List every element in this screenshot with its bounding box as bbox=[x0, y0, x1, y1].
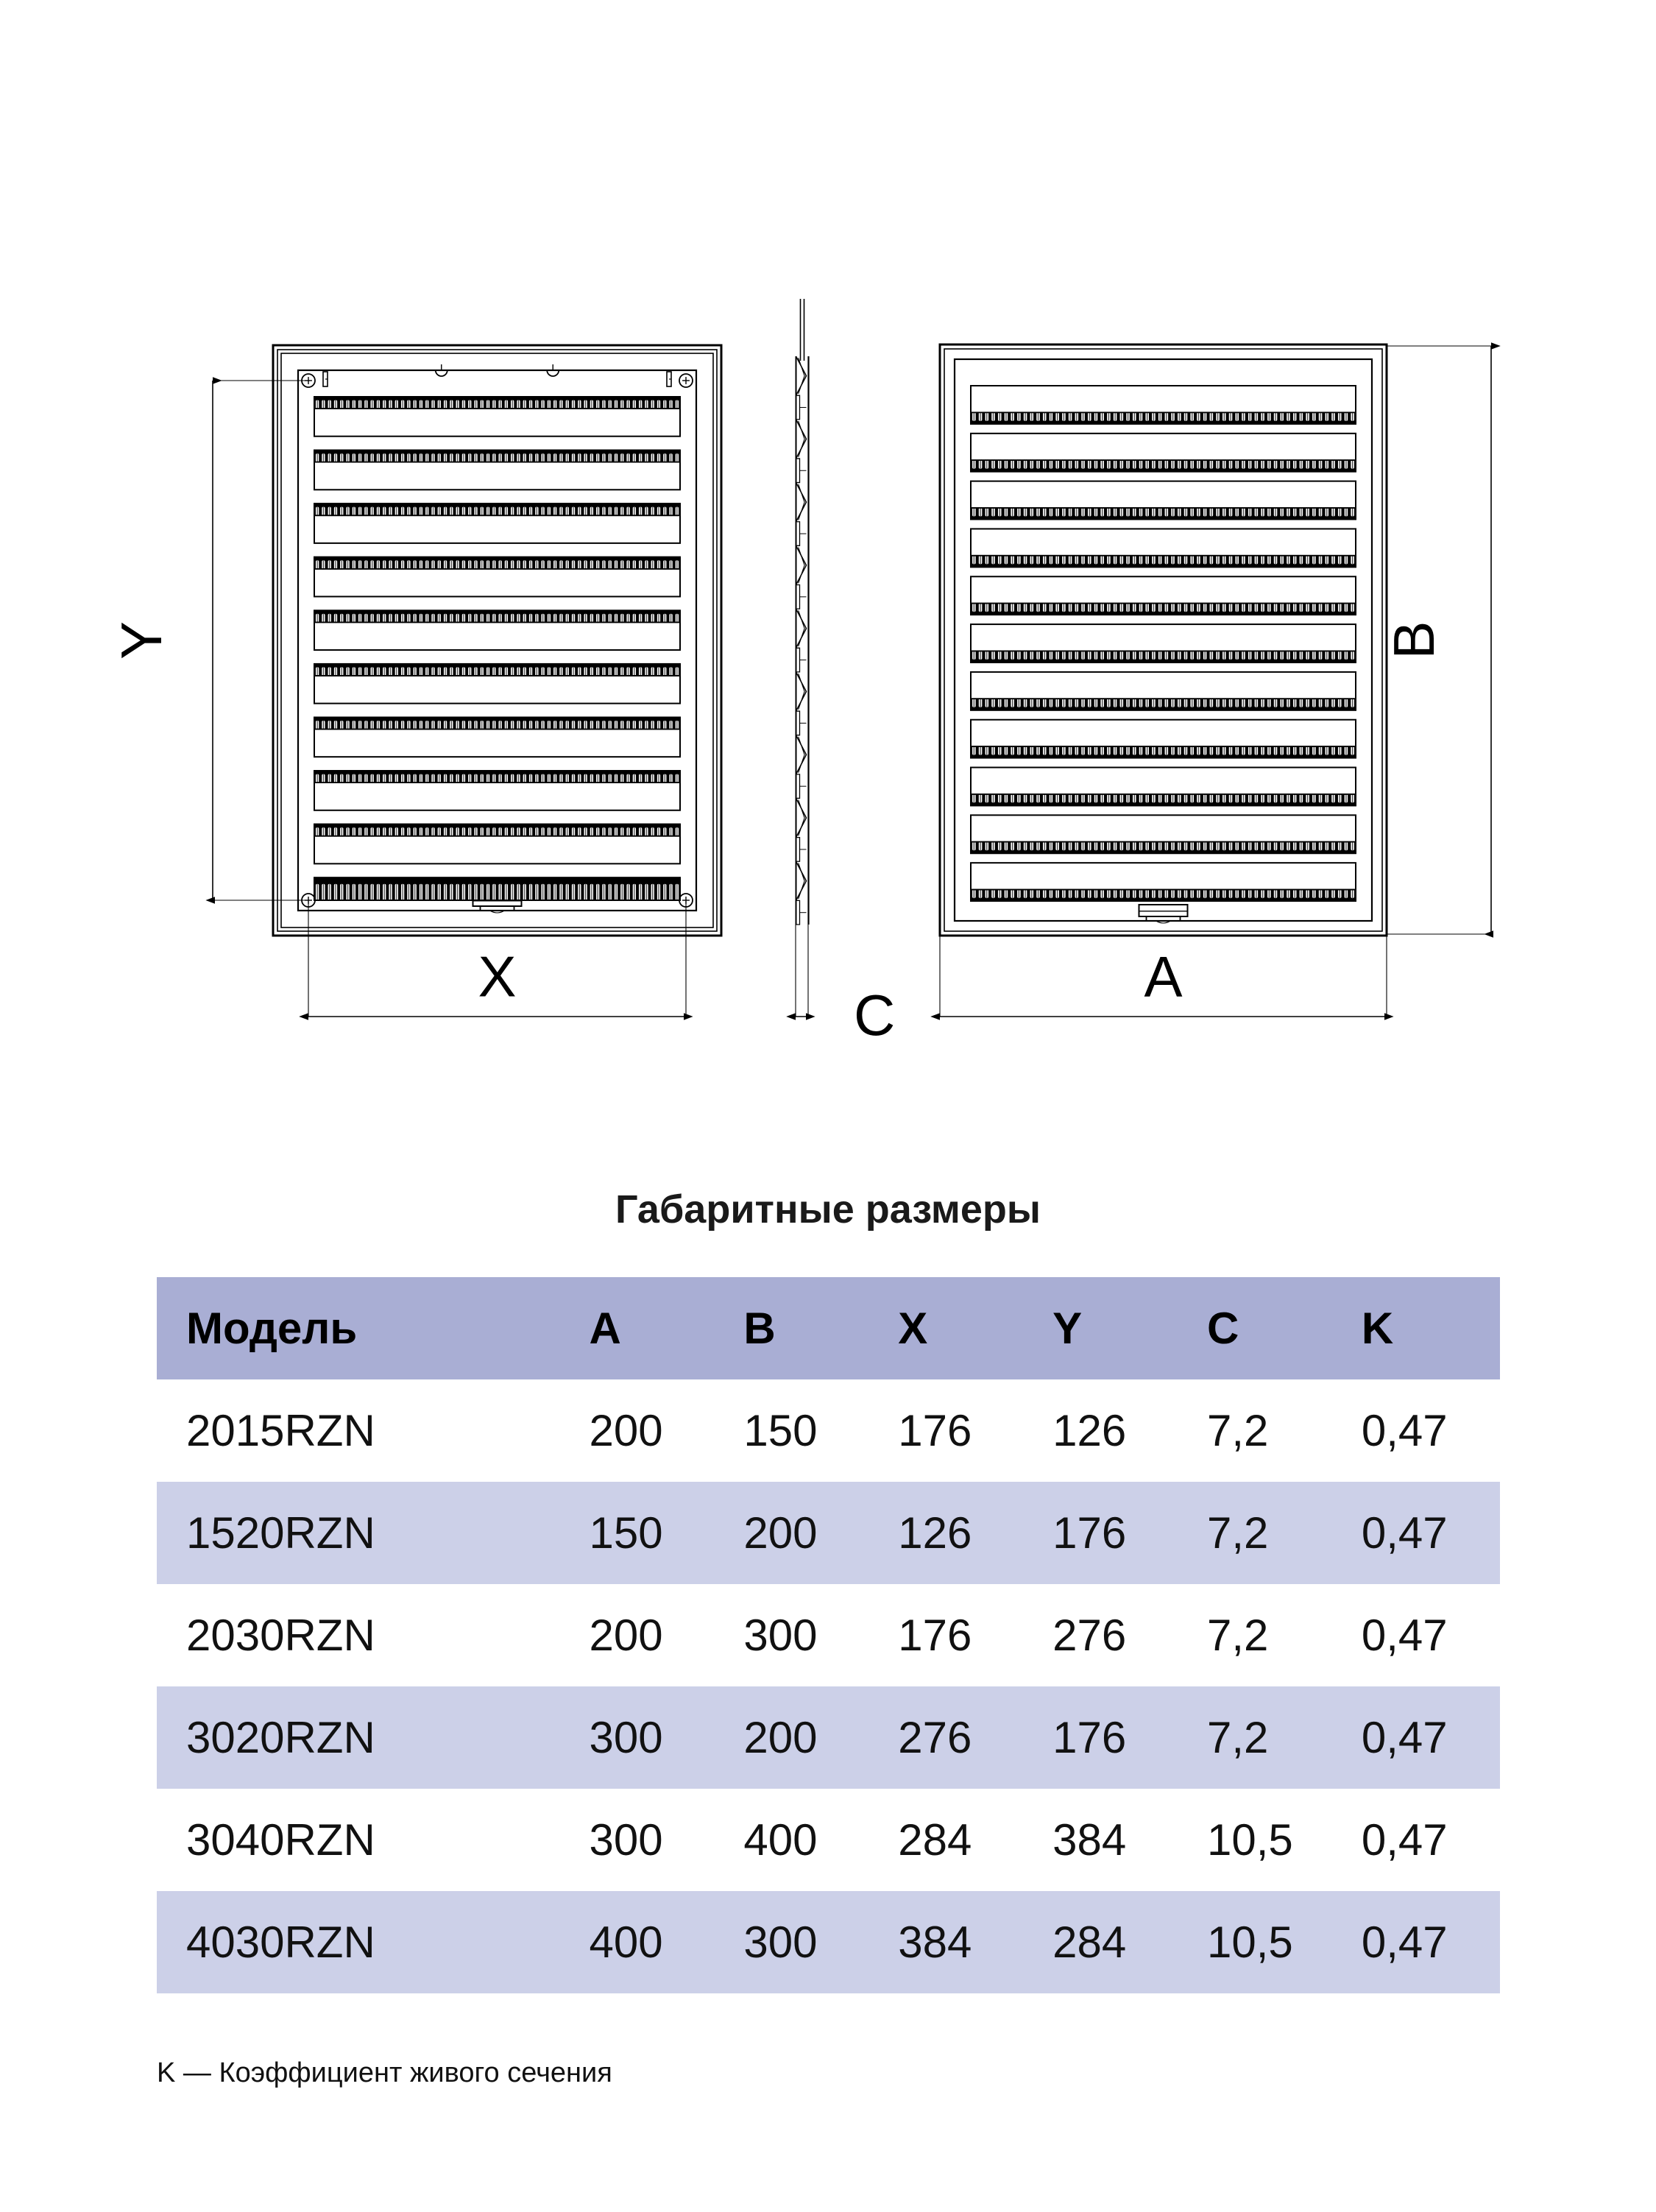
svg-text:C: C bbox=[854, 983, 895, 1047]
svg-text:B: B bbox=[1381, 621, 1446, 659]
svg-text:X: X bbox=[478, 944, 516, 1009]
svg-text:Y: Y bbox=[109, 621, 174, 660]
svg-text:A: A bbox=[1144, 944, 1182, 1009]
